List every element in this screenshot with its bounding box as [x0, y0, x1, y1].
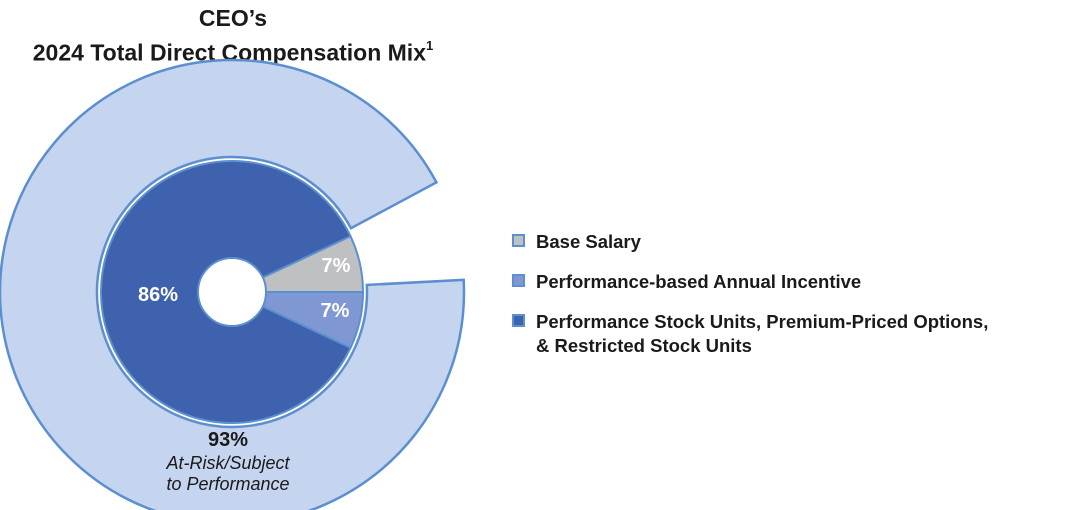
outer-ring-at-risk	[0, 58, 466, 510]
legend-swatch-psu-options-rsu	[512, 314, 525, 327]
label-at-risk-caption-1: At-Risk/Subject	[165, 453, 290, 473]
legend-label-annual-incentive: Performance-based Annual Incentive	[536, 271, 862, 292]
title-line-1: CEO’s	[198, 5, 268, 31]
donut-hole	[197, 257, 267, 327]
label-base-salary-percent: 7%	[322, 255, 351, 277]
legend-item-psu-options-rsu: Performance Stock Units, Premium-Priced …	[512, 310, 1062, 358]
legend-label-base-salary: Base Salary	[536, 231, 641, 252]
label-at-risk-percent: 93%	[208, 429, 248, 451]
legend-swatch-annual-incentive	[512, 274, 525, 287]
label-annual-incentive-percent: 7%	[321, 300, 350, 322]
legend-label-psu-options-rsu: Performance Stock Units, Premium-Priced …	[536, 311, 989, 356]
label-at-risk-caption-2: to Performance	[166, 474, 289, 494]
inner-slice-annual-incentive	[231, 291, 364, 349]
label-psu-percent: 86%	[138, 284, 178, 306]
legend-item-base-salary: Base Salary	[512, 230, 1062, 254]
chart-legend: Base Salary Performance-based Annual Inc…	[512, 230, 1062, 374]
compensation-donut-chart: 86% 7% 7% 93% At-Risk/Subject to Perform…	[0, 58, 466, 510]
legend-swatch-base-salary	[512, 234, 525, 247]
legend-item-annual-incentive: Performance-based Annual Incentive	[512, 270, 1062, 294]
title-footnote: 1	[426, 38, 434, 53]
